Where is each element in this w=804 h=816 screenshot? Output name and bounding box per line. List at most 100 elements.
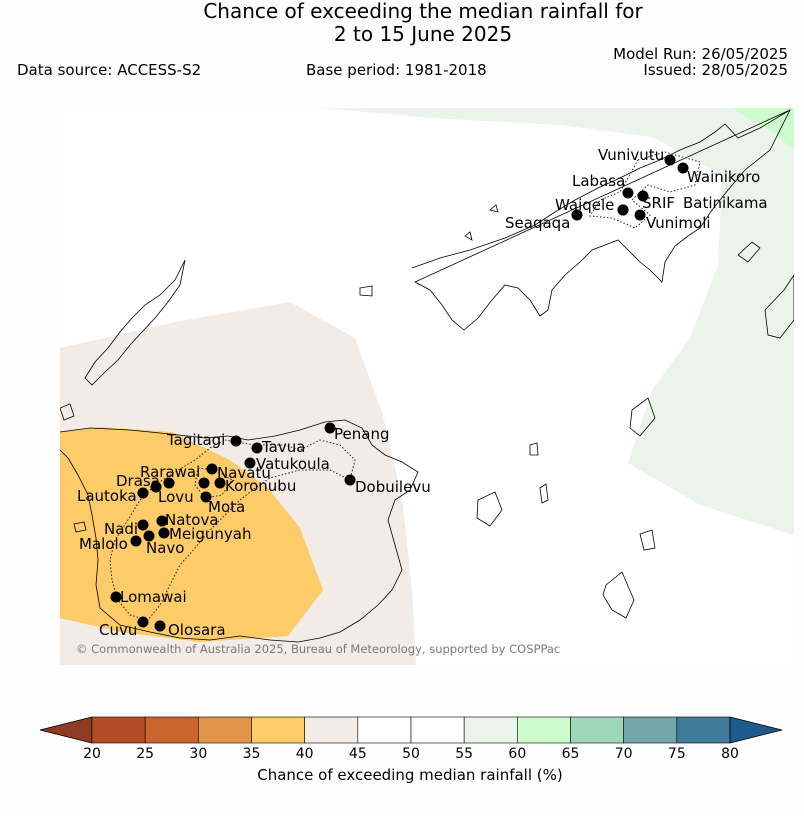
station-label-tavua: Tavua <box>261 438 305 456</box>
colorbar-tick-label: 35 <box>243 746 261 762</box>
station-label-lovu: Lovu <box>158 488 194 506</box>
station-label-vunivutu: Vunivutu <box>598 146 664 164</box>
station-label-olosara: Olosara <box>168 621 226 639</box>
station-marker-seaqaqa <box>571 209 583 221</box>
coastline-koro <box>629 397 656 437</box>
coastline-islet <box>464 231 473 241</box>
colorbar-label: Chance of exceeding median rainfall (%) <box>257 766 563 784</box>
colorbar-tick-label: 75 <box>668 746 686 762</box>
base-period: Base period: 1981-2018 <box>306 61 487 79</box>
station-label-mota: Mota <box>208 498 245 516</box>
station-label-malolo: Malolo <box>79 535 128 553</box>
station-marker-penang <box>324 422 336 434</box>
colorbar-ticks: 20 25 30 35 40 45 50 55 60 65 70 75 80 <box>83 746 739 762</box>
colorbar-tick-label: 60 <box>508 746 526 762</box>
station-marker-navatu <box>198 477 210 489</box>
station-label-vunimoli: Vunimoli <box>646 214 711 232</box>
station-label-dobuilevu: Dobuilevu <box>355 478 431 496</box>
station-marker-lovu <box>163 477 175 489</box>
station-marker-wainikoro <box>677 162 689 174</box>
coastline-nairai <box>639 529 656 551</box>
station-label-drasa: Drasa <box>116 472 160 490</box>
station-marker-navo <box>143 530 155 542</box>
station-label-tagitagi: Tagitagi <box>166 431 225 449</box>
colorbar-cell <box>676 716 731 744</box>
station-label-nadi: Nadi <box>104 520 138 538</box>
copyright-notice: © Commonwealth of Australia 2025, Bureau… <box>76 642 560 656</box>
station-marker-vunimoli <box>634 209 646 221</box>
coastline-batiki <box>539 483 549 504</box>
colorbar-tick-label: 50 <box>402 746 420 762</box>
station-label-cuvu: Cuvu <box>99 621 137 639</box>
colorbar-tick-label: 65 <box>562 746 580 762</box>
station-label-vatukoula: Vatukoula <box>256 455 330 473</box>
coastline-islet <box>359 285 373 297</box>
station-label-navo: Navo <box>146 539 184 557</box>
colorbar-cell <box>570 716 624 744</box>
station-label-batinikama: Batinikama <box>683 194 768 212</box>
region-60-65 <box>732 108 794 150</box>
station-label-meigunyah: Meigunyah <box>169 525 251 543</box>
station-label-wainikoro: Wainikoro <box>687 168 760 186</box>
region-55-60 <box>320 108 794 535</box>
station-marker-lomawai <box>110 591 122 603</box>
probability-shading <box>60 108 794 665</box>
colorbar-cell <box>304 716 359 744</box>
station-marker-tavua <box>251 442 263 454</box>
coastline-islet <box>737 241 761 263</box>
coastline-yasawa <box>84 259 186 386</box>
colorbar-high-end <box>729 716 783 744</box>
colorbar-tick-label: 45 <box>349 746 367 762</box>
station-label-seaqaqa: Seaqaqa <box>505 214 570 232</box>
station-marker-mota <box>200 491 212 503</box>
colorbar-tick-label: 80 <box>721 746 739 762</box>
coastlines <box>60 109 794 643</box>
station-marker-tagitagi <box>230 435 242 447</box>
issued-date: Issued: 28/05/2025 <box>643 61 788 79</box>
model-run: Model Run: 26/05/2025 <box>613 45 788 63</box>
colorbar-cell <box>144 716 199 744</box>
station-label-koronubu: Koronubu <box>225 477 296 495</box>
coastline-mamanuca <box>60 403 75 421</box>
station-label-natova: Natova <box>165 511 219 529</box>
station-marker-cuvu <box>137 616 149 628</box>
station-marker-vunivutu <box>664 154 676 166</box>
coastline-islet <box>489 204 499 213</box>
station-marker-koronubu <box>214 477 226 489</box>
colorbar-tick-label: 20 <box>83 746 101 762</box>
station-marker-nadi <box>137 519 149 531</box>
station-label-waiqele: Waiqele <box>555 196 614 214</box>
station-label-penang: Penang <box>334 425 389 443</box>
colorbar-cell <box>198 716 252 744</box>
district-boundaries <box>109 151 701 621</box>
coastline-mamanuca <box>73 521 87 533</box>
station-label-lomawai: Lomawai <box>120 588 187 606</box>
station-marker-natova <box>156 515 168 527</box>
station-label-labasa: Labasa <box>572 172 625 190</box>
title-line-1: Chance of exceeding the median rainfall … <box>203 0 643 23</box>
coastline-ovalau <box>476 491 503 527</box>
station-marker-rarawai <box>206 463 218 475</box>
coastline-gau <box>602 571 635 619</box>
colorbar-tick-label: 70 <box>615 746 633 762</box>
colorbar-tick-label: 55 <box>455 746 473 762</box>
colorbar-tick-label: 25 <box>136 746 154 762</box>
colorbar-cell <box>357 716 412 744</box>
station-label-lautoka: Lautoka <box>77 487 137 505</box>
colorbar-low-end <box>39 716 93 744</box>
coastline-vanua-levu <box>411 109 791 331</box>
region-35-40 <box>60 427 323 642</box>
coastline-viti-levu <box>60 419 419 643</box>
station-marker-olosara <box>154 620 166 632</box>
coastline-taveuni <box>764 274 794 339</box>
colorbar-cell <box>91 716 146 744</box>
data-source: Data source: ACCESS-S2 <box>17 61 202 79</box>
colorbar: 20 25 30 35 40 45 50 55 60 65 70 75 80 <box>39 716 783 762</box>
colorbar-cell <box>463 716 518 744</box>
chart-title: Chance of exceeding the median rainfall … <box>0 0 804 46</box>
station-marker-malolo <box>130 535 142 547</box>
station-label-navatu: Navatu <box>217 464 271 482</box>
station-marker-vatukoula <box>244 457 256 469</box>
station-marker-waiqele <box>617 204 629 216</box>
